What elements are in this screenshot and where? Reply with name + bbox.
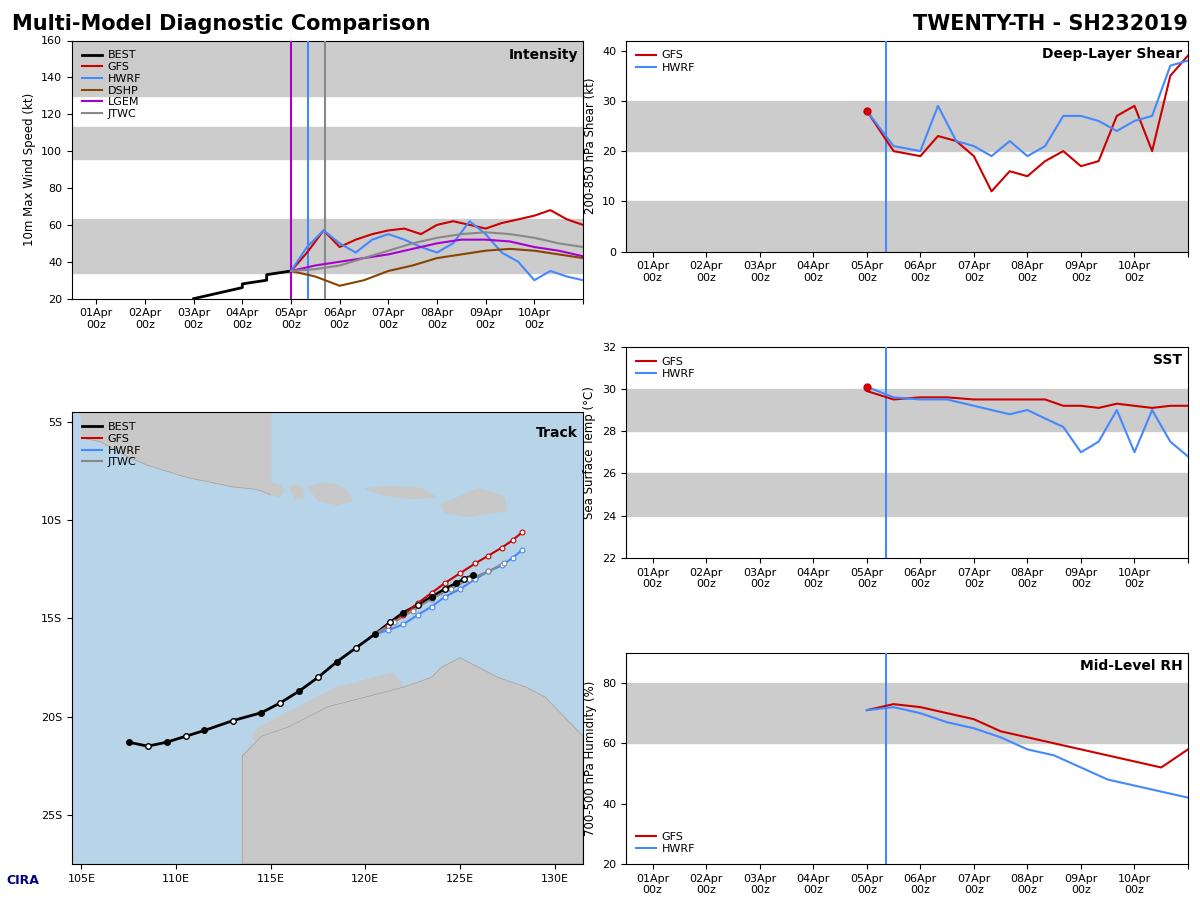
Polygon shape: [442, 489, 508, 517]
Polygon shape: [365, 487, 436, 499]
Polygon shape: [82, 412, 271, 495]
Legend: GFS, HWRF: GFS, HWRF: [631, 352, 700, 383]
Text: Intensity: Intensity: [509, 49, 578, 62]
Polygon shape: [289, 485, 302, 499]
Legend: BEST, GFS, HWRF, JTWC: BEST, GFS, HWRF, JTWC: [78, 418, 145, 472]
Bar: [626, 389, 1188, 431]
Text: SST: SST: [1153, 353, 1182, 367]
Polygon shape: [242, 658, 583, 864]
Bar: [72, 127, 583, 158]
Y-axis label: Sea Surface Temp (°C): Sea Surface Temp (°C): [583, 386, 596, 518]
Text: CIRA: CIRA: [6, 874, 38, 886]
Bar: [72, 40, 583, 95]
Y-axis label: 10m Max Wind Speed (kt): 10m Max Wind Speed (kt): [23, 93, 36, 247]
Text: Deep-Layer Shear: Deep-Layer Shear: [1043, 47, 1182, 61]
Polygon shape: [269, 482, 284, 497]
Bar: [626, 101, 1188, 151]
Bar: [626, 473, 1188, 516]
Y-axis label: 700-500 hPa Humidity (%): 700-500 hPa Humidity (%): [583, 680, 596, 836]
Legend: GFS, HWRF: GFS, HWRF: [631, 827, 700, 859]
Bar: [626, 683, 1188, 743]
Legend: BEST, GFS, HWRF, DSHP, LGEM, JTWC: BEST, GFS, HWRF, DSHP, LGEM, JTWC: [78, 46, 145, 123]
Text: Multi-Model Diagnostic Comparison: Multi-Model Diagnostic Comparison: [12, 14, 431, 33]
Text: TWENTY-TH - SH232019: TWENTY-TH - SH232019: [913, 14, 1188, 33]
Text: Track: Track: [536, 426, 578, 440]
Bar: [626, 202, 1188, 252]
Legend: GFS, HWRF: GFS, HWRF: [631, 46, 700, 77]
Polygon shape: [252, 673, 403, 756]
Text: Mid-Level RH: Mid-Level RH: [1080, 659, 1182, 673]
Polygon shape: [308, 483, 352, 505]
Bar: [72, 220, 583, 273]
Y-axis label: 200-850 hPa Shear (kt): 200-850 hPa Shear (kt): [583, 77, 596, 214]
